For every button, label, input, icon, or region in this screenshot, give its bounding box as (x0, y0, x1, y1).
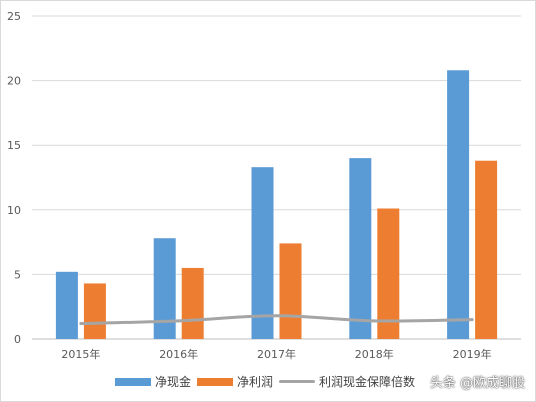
bar-net-profit-2 (279, 243, 302, 339)
bar-net-cash-2 (251, 167, 274, 339)
point-coverage-ratio-1 (177, 319, 181, 323)
y-tick-label-10: 10 (7, 204, 21, 217)
y-tick-label-15: 15 (7, 139, 21, 152)
legend-item-coverage-ratio: 利润现金保障倍数 (279, 373, 415, 390)
legend-item-net-cash: 净现金 (114, 373, 191, 390)
legend-label-net-profit: 净利润 (236, 375, 273, 389)
bar-net-profit-1 (181, 267, 204, 339)
bar-net-profit-3 (377, 208, 400, 339)
bar-net-profit-0 (83, 283, 106, 339)
watermark: 头条 @欧成聊股 (429, 376, 525, 391)
y-tick-label-25: 25 (7, 10, 21, 23)
legend-item-net-profit: 净利润 (196, 373, 273, 390)
x-tick-label-3: 2018年 (355, 347, 394, 361)
legend: 净现金 净利润 利润现金保障倍数 (1, 373, 535, 390)
legend-swatch-coverage-ratio (279, 380, 315, 383)
bar-net-cash-3 (349, 158, 372, 339)
legend-swatch-net-cash (114, 377, 151, 386)
y-tick-label-5: 5 (14, 268, 21, 281)
point-coverage-ratio-3 (372, 319, 376, 323)
legend-swatch-net-profit (196, 377, 233, 386)
point-coverage-ratio-0 (79, 321, 83, 325)
bar-net-profit-4 (475, 160, 498, 339)
chart-plot: 0 5 10 15 20 25 2015年 2016年 2017年 2018年 2019年 (7, 10, 521, 361)
x-tick-label-4: 2019年 (453, 347, 492, 361)
y-tick-label-20: 20 (7, 75, 21, 88)
bar-net-cash-0 (55, 271, 78, 339)
legend-label-coverage-ratio: 利润现金保障倍数 (319, 375, 416, 389)
x-tick-label-1: 2016年 (159, 347, 198, 361)
point-coverage-ratio-4 (470, 318, 474, 322)
x-tick-label-0: 2015年 (61, 347, 100, 361)
point-coverage-ratio-2 (275, 314, 278, 318)
legend-label-net-cash: 净现金 (154, 375, 191, 389)
bar-net-cash-4 (447, 70, 470, 339)
y-tick-label-0: 0 (14, 333, 21, 346)
x-tick-label-2: 2017年 (257, 347, 296, 361)
bar-net-cash-1 (153, 238, 176, 339)
